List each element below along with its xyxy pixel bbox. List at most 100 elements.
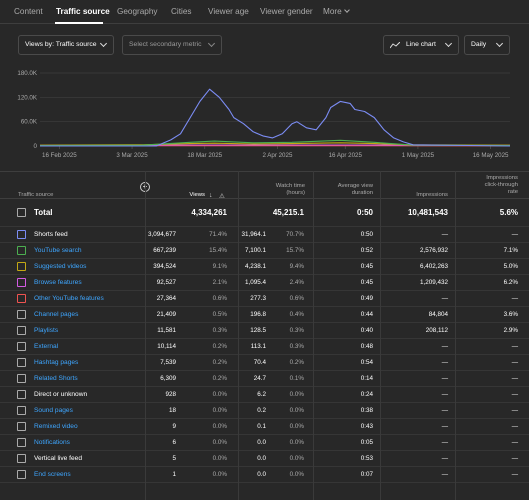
row-checkbox[interactable] [17,422,26,431]
views-value: 92,527 [156,279,176,286]
header-impressions[interactable]: Impressions [416,192,448,198]
views-value: 3,094,677 [147,231,176,238]
tab-traffic-source[interactable]: Traffic source [56,7,110,16]
watch-time-value: 4,238.1 [244,263,266,270]
ctr-value: 3.6% [503,311,518,318]
impressions-value: — [441,231,448,238]
avg-view-duration-value: 0:43 [360,423,373,430]
views-percent: 15.4% [209,247,227,254]
watch-time-percent: 0.3% [289,327,304,334]
watch-time-percent: 70.7% [286,231,304,238]
avg-view-duration-value: 0:45 [360,263,373,270]
traffic-source-link[interactable]: Channel pages [34,311,79,318]
avg-view-duration-value: 0:45 [360,279,373,286]
impressions-value: 208,112 [425,327,448,334]
avg-view-duration-value: 0:38 [360,407,373,414]
table-row: Remixed video 9 0.0% 0.1 0.0% 0:43 — — [0,419,529,435]
sort-down-icon[interactable]: ↓ [209,192,213,199]
chevron-down-icon [495,39,504,48]
header-views[interactable]: Views [165,192,205,199]
primary-metric-label: Views by: Traffic source [25,41,97,48]
row-checkbox[interactable] [17,374,26,383]
watch-time-percent: 0.0% [289,407,304,414]
row-checkbox[interactable] [17,406,26,415]
traffic-source-link[interactable]: Playlists [34,327,59,334]
tab-cities[interactable]: Cities [171,7,192,16]
watch-time-value: 31,964.1 [241,231,266,238]
row-checkbox[interactable] [17,262,26,271]
traffic-source-link[interactable]: Remixed video [34,423,78,430]
total-checkbox[interactable] [17,208,26,217]
ctr-value: — [511,295,518,302]
total-row: Total 4,334,261 45,215.1 0:50 10,481,543 5.6% [0,199,529,227]
ctr-value: — [511,423,518,430]
chart-type-dropdown[interactable]: Line chart [383,35,459,55]
traffic-source-link[interactable]: Other YouTube features [34,295,104,302]
chevron-down-icon [99,39,108,48]
ctr-value: 6.2% [503,279,518,286]
table-row: Other YouTube features 27,364 0.6% 277.3 0.6… [0,291,529,307]
table-row: Sound pages 18 0.0% 0.2 0.0% 0:38 — — [0,403,529,419]
header-ctr[interactable]: Impressions click-through rate [468,175,518,196]
table-row: Suggested videos 394,524 9.1% 4,238.1 9.4% 0:… [0,259,529,275]
watch-time-percent: 0.0% [289,455,304,462]
header-avg-view-duration[interactable]: Average view duration [315,183,373,197]
primary-metric-dropdown[interactable]: Views by: Traffic source [18,35,114,55]
row-checkbox[interactable] [17,230,26,239]
header-watch-time[interactable]: Watch time (hours) [255,183,305,197]
impressions-value: — [441,359,448,366]
tab-viewer-gender[interactable]: Viewer gender [260,7,313,16]
table-row: Related Shorts 6,309 0.2% 24.7 0.1% 0:14 — — [0,371,529,387]
traffic-source-link[interactable]: Browse features [34,279,82,286]
header-avd-line1: Average view [337,183,373,189]
tab-geography[interactable]: Geography [117,7,158,16]
row-checkbox[interactable] [17,294,26,303]
traffic-source-link[interactable]: Related Shorts [34,375,78,382]
impressions-value: — [441,295,448,302]
granularity-label: Daily [471,41,487,48]
traffic-source-link[interactable]: YouTube search [34,247,82,254]
traffic-source-link[interactable]: External [34,343,59,350]
watch-time-percent: 0.2% [289,359,304,366]
traffic-source-link[interactable]: Suggested videos [34,263,87,270]
table-row: Shorts feed 3,094,677 71.4% 31,964.1 70.7% 0:… [0,227,529,243]
impressions-value: — [441,471,448,478]
traffic-source-label: Shorts feed [34,231,68,238]
y-tick-label: 180.0K [17,70,37,77]
tab-viewer-age[interactable]: Viewer age [208,7,249,16]
granularity-dropdown[interactable]: Daily [464,35,510,55]
traffic-source-label: Direct or unknown [34,391,88,398]
ctr-value: — [511,439,518,446]
tab-content[interactable]: Content [14,7,43,16]
series-line [39,139,511,147]
traffic-source-link[interactable]: Notifications [34,439,70,446]
watch-time-value: 1,095.4 [244,279,266,286]
views-percent: 0.0% [212,407,227,414]
header-watch-time-line2: (hours) [286,190,305,196]
traffic-source-link[interactable]: End screens [34,471,71,478]
watch-time-value: 0.0 [257,439,266,446]
views-percent: 0.0% [212,423,227,430]
views-value: 27,364 [156,295,176,302]
secondary-metric-dropdown[interactable]: Select secondary metric [122,35,222,55]
row-checkbox[interactable] [17,246,26,255]
header-traffic-source[interactable]: Traffic source [18,192,54,198]
tab-more[interactable]: More [323,7,350,16]
row-checkbox[interactable] [17,326,26,335]
traffic-source-link[interactable]: Sound pages [34,407,73,414]
row-checkbox[interactable] [17,390,26,399]
row-checkbox[interactable] [17,470,26,479]
x-tick-label: 16 May 2025 [473,152,509,159]
row-checkbox[interactable] [17,278,26,287]
views-percent: 0.2% [212,343,227,350]
row-checkbox[interactable] [17,342,26,351]
row-checkbox[interactable] [17,438,26,447]
row-checkbox[interactable] [17,310,26,319]
total-avg-view-duration: 0:50 [356,208,373,217]
row-checkbox[interactable] [17,358,26,367]
views-value: 394,524 [153,263,176,270]
column-divider [380,171,381,500]
traffic-source-link[interactable]: Hashtag pages [34,359,79,366]
row-checkbox[interactable] [17,454,26,463]
views-percent: 0.2% [212,375,227,382]
